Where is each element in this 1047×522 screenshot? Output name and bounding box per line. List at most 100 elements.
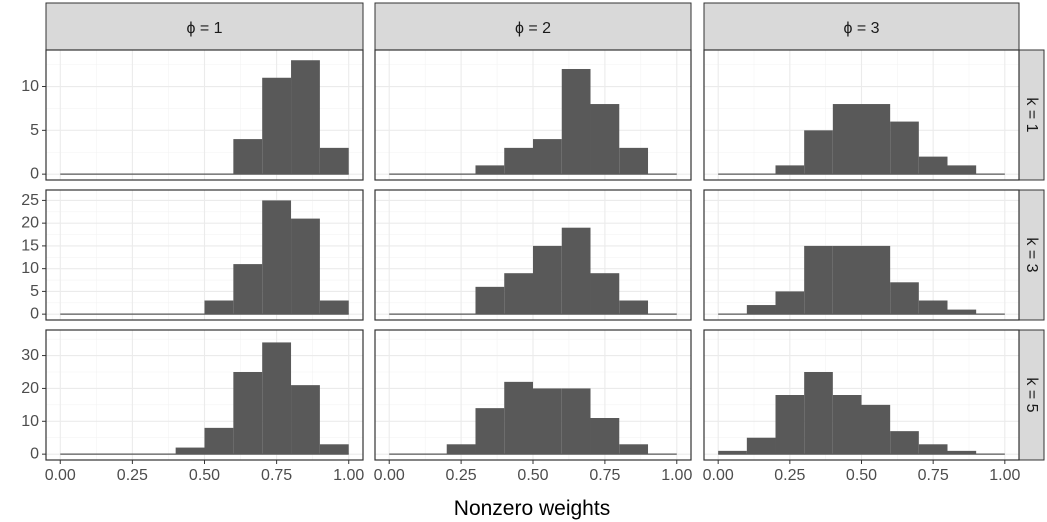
x-tick-label: 0.25: [446, 467, 477, 484]
histogram-bar: [832, 395, 862, 455]
x-tick-label: 0.00: [45, 467, 76, 484]
histogram-bar: [947, 165, 977, 175]
panel: [45, 329, 364, 461]
panel: [374, 329, 692, 461]
y-tick-label: 25: [21, 192, 39, 209]
histogram-bar: [561, 68, 591, 175]
histogram-bar: [204, 300, 234, 315]
panels: [45, 49, 1020, 461]
histogram-bar: [262, 77, 292, 175]
x-tick-label: 0.75: [589, 467, 620, 484]
panel-border: [703, 49, 1020, 181]
column-strip: [374, 2, 692, 51]
x-tick-label: 1.00: [333, 467, 364, 484]
panel-border: [374, 49, 692, 181]
panel: [703, 329, 1020, 461]
histogram-bar: [947, 309, 977, 315]
histogram-bar: [475, 408, 505, 455]
row-strip-label: k = 1: [1023, 97, 1040, 132]
panel-border: [703, 189, 1020, 321]
histogram-bar: [233, 139, 263, 175]
column-strip-label: ϕ = 1: [186, 20, 222, 37]
histogram-bar: [319, 300, 349, 315]
histogram-bar: [746, 437, 776, 455]
histogram-bar: [233, 371, 263, 455]
y-tick-label: 0: [30, 166, 39, 183]
histogram-bar: [804, 130, 833, 175]
x-tick-label: 0.75: [918, 467, 949, 484]
histogram-bar: [319, 147, 349, 175]
histogram-bar: [590, 104, 620, 175]
histogram-bar: [619, 147, 649, 175]
histogram-bar: [832, 245, 862, 315]
row-strip-label: k = 3: [1023, 237, 1040, 272]
histogram-bar: [746, 305, 776, 315]
histogram-bar: [590, 418, 620, 455]
column-strip: [45, 2, 364, 51]
y-tick-label: 15: [21, 237, 39, 254]
row-strips: k = 1 k = 3 k = 5: [1018, 49, 1045, 461]
y-tick-label: 10: [21, 260, 39, 277]
x-tick-label: 0.50: [846, 467, 877, 484]
histogram-bar: [890, 121, 919, 175]
x-tick-label: 0.25: [117, 467, 148, 484]
histogram-bar: [175, 447, 205, 455]
histogram-bar: [561, 388, 591, 455]
y-tick-label: 10: [21, 413, 39, 430]
histogram-bar: [533, 139, 562, 175]
histogram-bar: [262, 342, 292, 455]
histogram-bar: [475, 165, 505, 175]
panel-border: [45, 189, 364, 321]
histogram-bar: [861, 404, 891, 455]
histogram-bar: [475, 286, 505, 315]
y-tick-label: 10: [21, 78, 39, 95]
histogram-bar: [918, 156, 948, 175]
histogram-bar: [890, 431, 919, 455]
panel: [45, 49, 364, 181]
panel: [703, 189, 1020, 321]
row-strip: [1018, 49, 1045, 181]
histogram-bar: [918, 300, 948, 315]
x-tick-label: 0.00: [703, 467, 734, 484]
y-tick-label: 30: [21, 347, 39, 364]
y-tick-label: 5: [30, 122, 39, 139]
column-strips: ϕ = 1 ϕ = 2 ϕ = 3: [45, 2, 1020, 51]
histogram-bar: [619, 300, 649, 315]
axes: 0 5 10 0 5 10 15 20 25 0 10 20 30 0.00 0.25 0.50 0.75 1.0…: [21, 78, 1020, 484]
histogram-bar: [775, 395, 805, 455]
row-strip-label: k = 5: [1023, 377, 1040, 412]
y-tick-label: 20: [21, 380, 39, 397]
panel-border: [45, 49, 364, 181]
histogram-bar: [291, 60, 320, 175]
histogram-bar: [775, 291, 805, 315]
histogram-bar: [918, 444, 948, 455]
x-tick-label: 0.25: [774, 467, 805, 484]
histogram-bar: [504, 273, 533, 315]
histogram-bar: [291, 218, 320, 315]
histogram-bar: [832, 104, 862, 175]
histogram-bar: [590, 273, 620, 315]
histogram-bar: [775, 165, 805, 175]
y-tick-label: 5: [30, 283, 39, 300]
column-strip-label: ϕ = 2: [515, 20, 551, 37]
histogram-bar: [204, 427, 234, 455]
histogram-bar: [619, 444, 649, 455]
histogram-bar: [804, 245, 833, 315]
panel: [374, 49, 692, 181]
x-tick-label: 0.00: [374, 467, 405, 484]
histogram-bar: [861, 104, 891, 175]
x-tick-label: 1.00: [989, 467, 1020, 484]
panel: [374, 189, 692, 321]
panel: [45, 189, 364, 321]
histogram-bar: [504, 381, 533, 455]
histogram-bar: [804, 371, 833, 455]
histogram-bar: [291, 385, 320, 455]
panel-border: [374, 189, 692, 321]
x-tick-label: 1.00: [661, 467, 692, 484]
histogram-bar: [504, 147, 533, 175]
panel: [703, 49, 1020, 181]
x-tick-label: 0.50: [517, 467, 548, 484]
row-strip: [1018, 189, 1045, 321]
column-strip-label: ϕ = 3: [843, 20, 879, 37]
